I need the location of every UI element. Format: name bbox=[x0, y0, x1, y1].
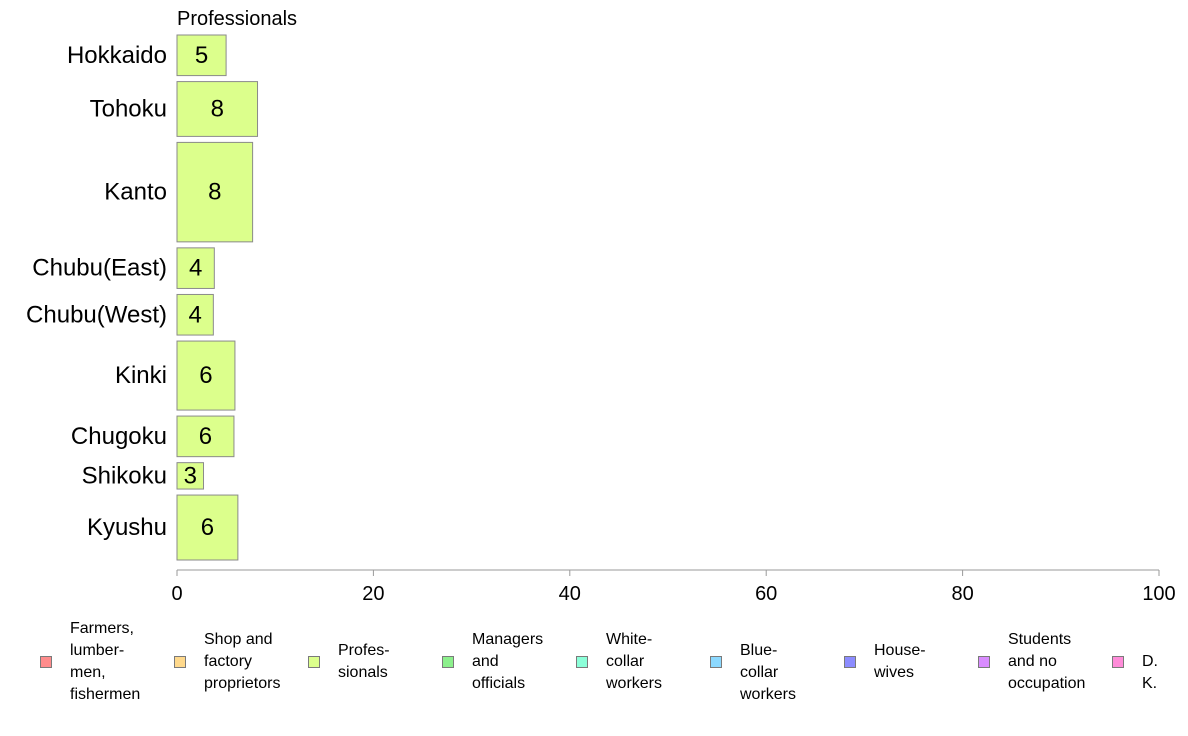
legend-swatch bbox=[308, 656, 320, 668]
chart-title: Professionals bbox=[177, 8, 297, 30]
bar-value-label: 6 bbox=[199, 362, 212, 389]
legend-label: Students and no occupation bbox=[1008, 631, 1086, 692]
bar-value-label: 6 bbox=[199, 423, 212, 450]
bar-chart: Professionals Hokkaido 5 Tohoku 8 Kanto 8 Chub… bbox=[26, 8, 1176, 605]
bar-chugoku bbox=[176, 415, 235, 458]
bar-shikoku bbox=[176, 462, 205, 490]
legend-swatch bbox=[174, 656, 186, 668]
bar-value-label: 6 bbox=[201, 514, 214, 541]
category-label: Shikoku bbox=[82, 462, 167, 489]
category-label: Tohoku bbox=[90, 95, 167, 122]
legend-swatch bbox=[844, 656, 856, 668]
x-tick-label: 100 bbox=[1142, 583, 1175, 605]
legend-swatch bbox=[710, 656, 722, 668]
x-tick-label: 80 bbox=[951, 583, 973, 605]
legend-swatch bbox=[442, 656, 454, 668]
category-label: Chubu(East) bbox=[32, 255, 167, 282]
category-label: Kyushu bbox=[87, 514, 167, 541]
bar-value-label: 8 bbox=[208, 179, 221, 206]
x-axis: 0 20 40 60 80 100 bbox=[171, 569, 1176, 605]
legend-label: Managers and officials bbox=[472, 631, 544, 692]
bar-value-label: 4 bbox=[189, 255, 202, 282]
legend-label: White- collar workers bbox=[606, 631, 663, 692]
legend-swatch bbox=[40, 656, 52, 668]
legend-label: Blue-collar workers bbox=[740, 642, 797, 703]
legend-swatch bbox=[576, 656, 588, 668]
legend-label: D. K. bbox=[1142, 653, 1158, 692]
bar-hokkaido bbox=[176, 34, 227, 77]
bar-kinki bbox=[176, 340, 236, 411]
bars-group: Hokkaido 5 Tohoku 8 Kanto 8 Chubu(East) 4 Chubu(… bbox=[26, 34, 259, 561]
category-label: Chubu(West) bbox=[26, 301, 167, 328]
category-label: Kanto bbox=[104, 179, 167, 206]
bar-tohoku bbox=[176, 81, 259, 137]
bar-value-label: 8 bbox=[211, 95, 224, 122]
bar-chubu-east- bbox=[176, 247, 215, 289]
legend-label: Profes- sionals bbox=[338, 642, 390, 681]
bar-value-label: 4 bbox=[188, 301, 201, 328]
x-tick-label: 20 bbox=[362, 583, 384, 605]
x-tick-label: 60 bbox=[755, 583, 777, 605]
legend-label: Shop and factory proprietors bbox=[204, 631, 281, 692]
legend-swatch bbox=[978, 656, 990, 668]
legend: Farmers, lumber- men, fishermen Shop and … bbox=[0, 618, 1188, 718]
bar-kanto bbox=[176, 141, 254, 243]
bar-value-label: 3 bbox=[184, 462, 197, 489]
category-label: Hokkaido bbox=[67, 42, 167, 69]
bar-chubu-west- bbox=[176, 293, 214, 336]
legend-label: House- wives bbox=[874, 642, 926, 681]
category-label: Chugoku bbox=[71, 423, 167, 450]
category-label: Kinki bbox=[115, 362, 167, 389]
x-tick-label: 40 bbox=[559, 583, 581, 605]
bar-kyushu bbox=[176, 494, 239, 561]
legend-swatch bbox=[1112, 656, 1124, 668]
legend-label: Farmers, lumber- men, fishermen bbox=[70, 620, 141, 703]
x-tick-label: 0 bbox=[171, 583, 182, 605]
bar-value-label: 5 bbox=[195, 42, 208, 69]
